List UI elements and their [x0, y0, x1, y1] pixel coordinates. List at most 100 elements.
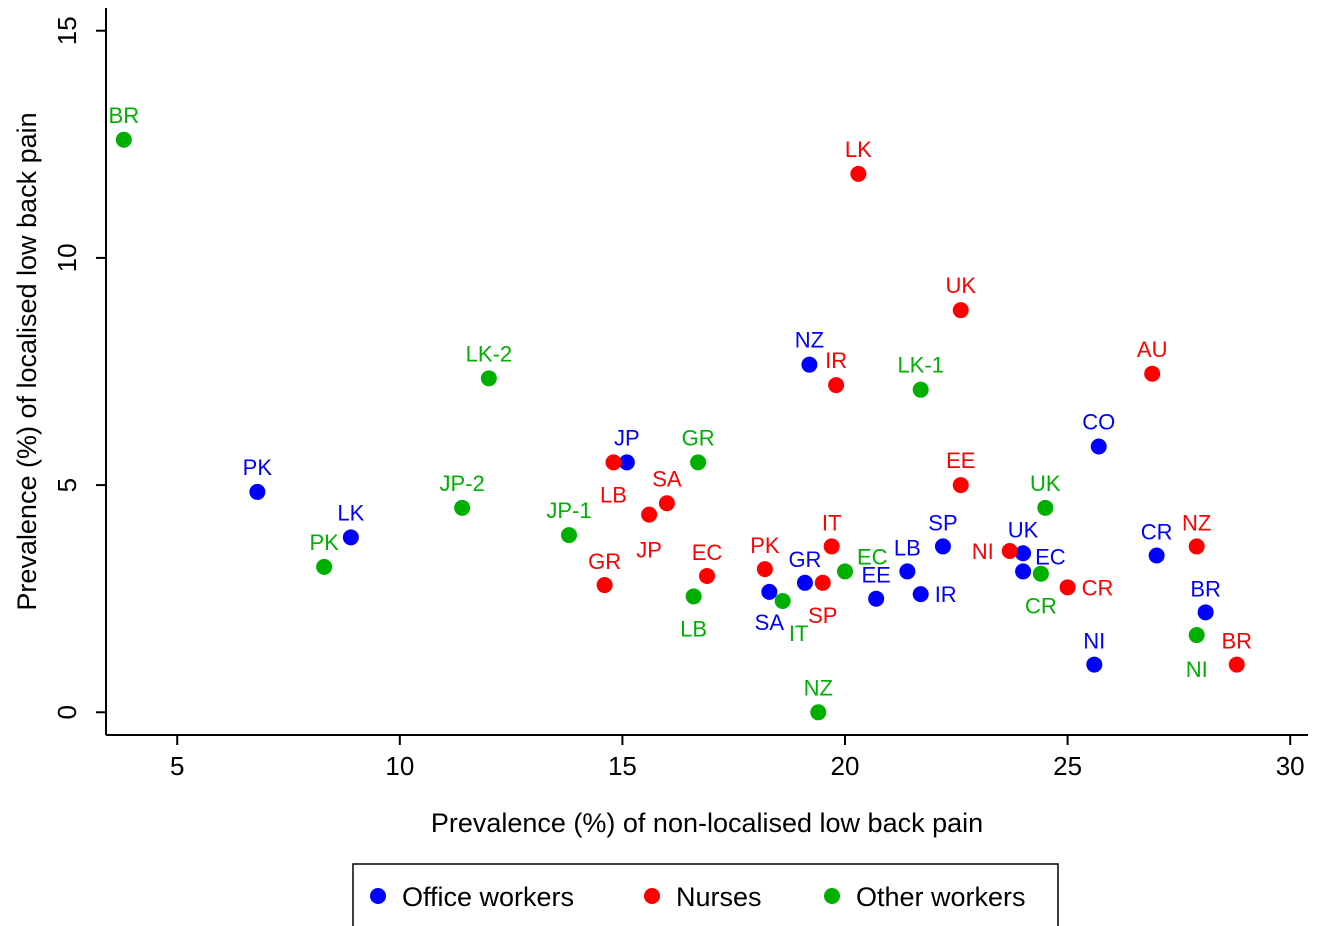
series-other-workers: BR LK-2 JP-2 PK JP-1 GR LB IT EC LK-1 UK CR NZ NI	[109, 103, 1208, 721]
data-point	[1188, 627, 1205, 644]
data-point	[690, 454, 707, 471]
legend-marker	[644, 888, 660, 904]
x-tick-label: 25	[1053, 751, 1082, 781]
legend-box	[352, 863, 1059, 926]
data-point-label: UK	[945, 273, 976, 298]
data-point	[641, 506, 658, 523]
data-point	[810, 704, 827, 721]
data-point-label: LK-1	[897, 353, 943, 378]
data-point	[699, 567, 715, 584]
data-point-label: NZ	[1182, 510, 1211, 535]
data-point-label: JP	[614, 425, 640, 450]
data-point	[342, 529, 359, 546]
data-point	[249, 483, 266, 500]
legend-marker	[370, 888, 386, 904]
data-point	[605, 454, 622, 471]
data-point	[1059, 579, 1076, 596]
data-point	[850, 165, 867, 182]
data-point	[837, 563, 854, 580]
data-point	[952, 302, 969, 319]
legend-label: Office workers	[402, 882, 574, 912]
data-point	[1086, 656, 1103, 673]
data-point	[1037, 499, 1054, 516]
data-point	[685, 588, 702, 605]
x-tick-label: 5	[170, 751, 184, 781]
data-point-label: PK	[243, 455, 273, 480]
data-point	[952, 477, 969, 494]
data-point-label: GR	[588, 549, 621, 574]
data-point-label: IT	[789, 621, 809, 646]
y-axis-title: Prevalence (%) of localised low back pai…	[12, 112, 42, 610]
legend-label: Other workers	[856, 882, 1026, 912]
data-point-label: AU	[1137, 337, 1168, 362]
data-point-label: LK	[337, 500, 364, 525]
data-point-label: IT	[822, 510, 842, 535]
data-point-label: EC	[1035, 544, 1066, 569]
data-point-label: GR	[788, 547, 821, 572]
data-point-label: EC	[692, 540, 723, 565]
data-point-label: JP	[636, 538, 662, 563]
data-point-label: LB	[680, 616, 707, 641]
data-point-label: JP-2	[440, 471, 485, 496]
data-point	[1001, 542, 1018, 559]
data-point-label: CR	[1082, 575, 1114, 600]
plot-frame	[105, 8, 1308, 736]
y-tick-label: 10	[52, 243, 82, 272]
data-point	[774, 592, 791, 609]
data-point	[761, 583, 778, 600]
data-point-label: BR	[109, 103, 140, 128]
data-point	[596, 577, 613, 594]
data-point	[801, 356, 818, 373]
data-point	[115, 131, 132, 148]
data-point-label: SP	[928, 510, 957, 535]
data-point-label: CR	[1025, 594, 1057, 619]
data-point	[912, 586, 929, 603]
data-point-label: SP	[808, 603, 837, 628]
data-point-label: GR	[682, 425, 715, 450]
data-point-label: NZ	[804, 675, 833, 700]
y-tick-label: 0	[52, 705, 82, 719]
data-point	[828, 377, 845, 394]
data-point-label: NI	[972, 539, 994, 564]
data-point-label: CO	[1082, 409, 1115, 434]
y-tick-label: 15	[52, 16, 82, 45]
x-tick-label: 30	[1276, 751, 1305, 781]
data-point-label: EE	[946, 448, 975, 473]
data-point	[1228, 656, 1245, 673]
data-point-label: NI	[1083, 629, 1105, 654]
data-point-label: LK-2	[466, 341, 512, 366]
data-point	[756, 561, 773, 578]
legend: Office workers Nurses Other workers	[352, 863, 1059, 926]
y-tick-label: 5	[52, 478, 82, 492]
data-point	[1144, 365, 1161, 382]
x-tick-label: 15	[608, 751, 637, 781]
data-point-label: LB	[600, 482, 627, 507]
data-point	[1015, 563, 1032, 580]
data-point	[316, 558, 333, 575]
data-point	[1032, 565, 1049, 582]
data-point-label: EE	[861, 563, 890, 588]
data-point-label: PK	[750, 533, 780, 558]
data-point-label: IR	[825, 348, 847, 373]
data-point	[1090, 438, 1107, 455]
data-point-label: BR	[1190, 576, 1221, 601]
data-point	[658, 495, 675, 512]
data-point	[814, 574, 831, 591]
x-axis-title: Prevalence (%) of non-localised low back…	[431, 808, 983, 838]
data-point	[868, 590, 885, 607]
legend-label: Nurses	[676, 882, 762, 912]
data-point	[560, 527, 577, 544]
data-point-label: SA	[652, 466, 682, 491]
data-point	[1148, 547, 1165, 564]
data-point	[796, 574, 813, 591]
data-point-label: NZ	[795, 328, 824, 353]
data-point	[1197, 604, 1214, 621]
y-axis-ticks: 0 5 10 15	[52, 16, 106, 720]
data-point	[480, 370, 497, 387]
data-point-label: NI	[1186, 657, 1208, 682]
data-point-label: BR	[1221, 629, 1252, 654]
